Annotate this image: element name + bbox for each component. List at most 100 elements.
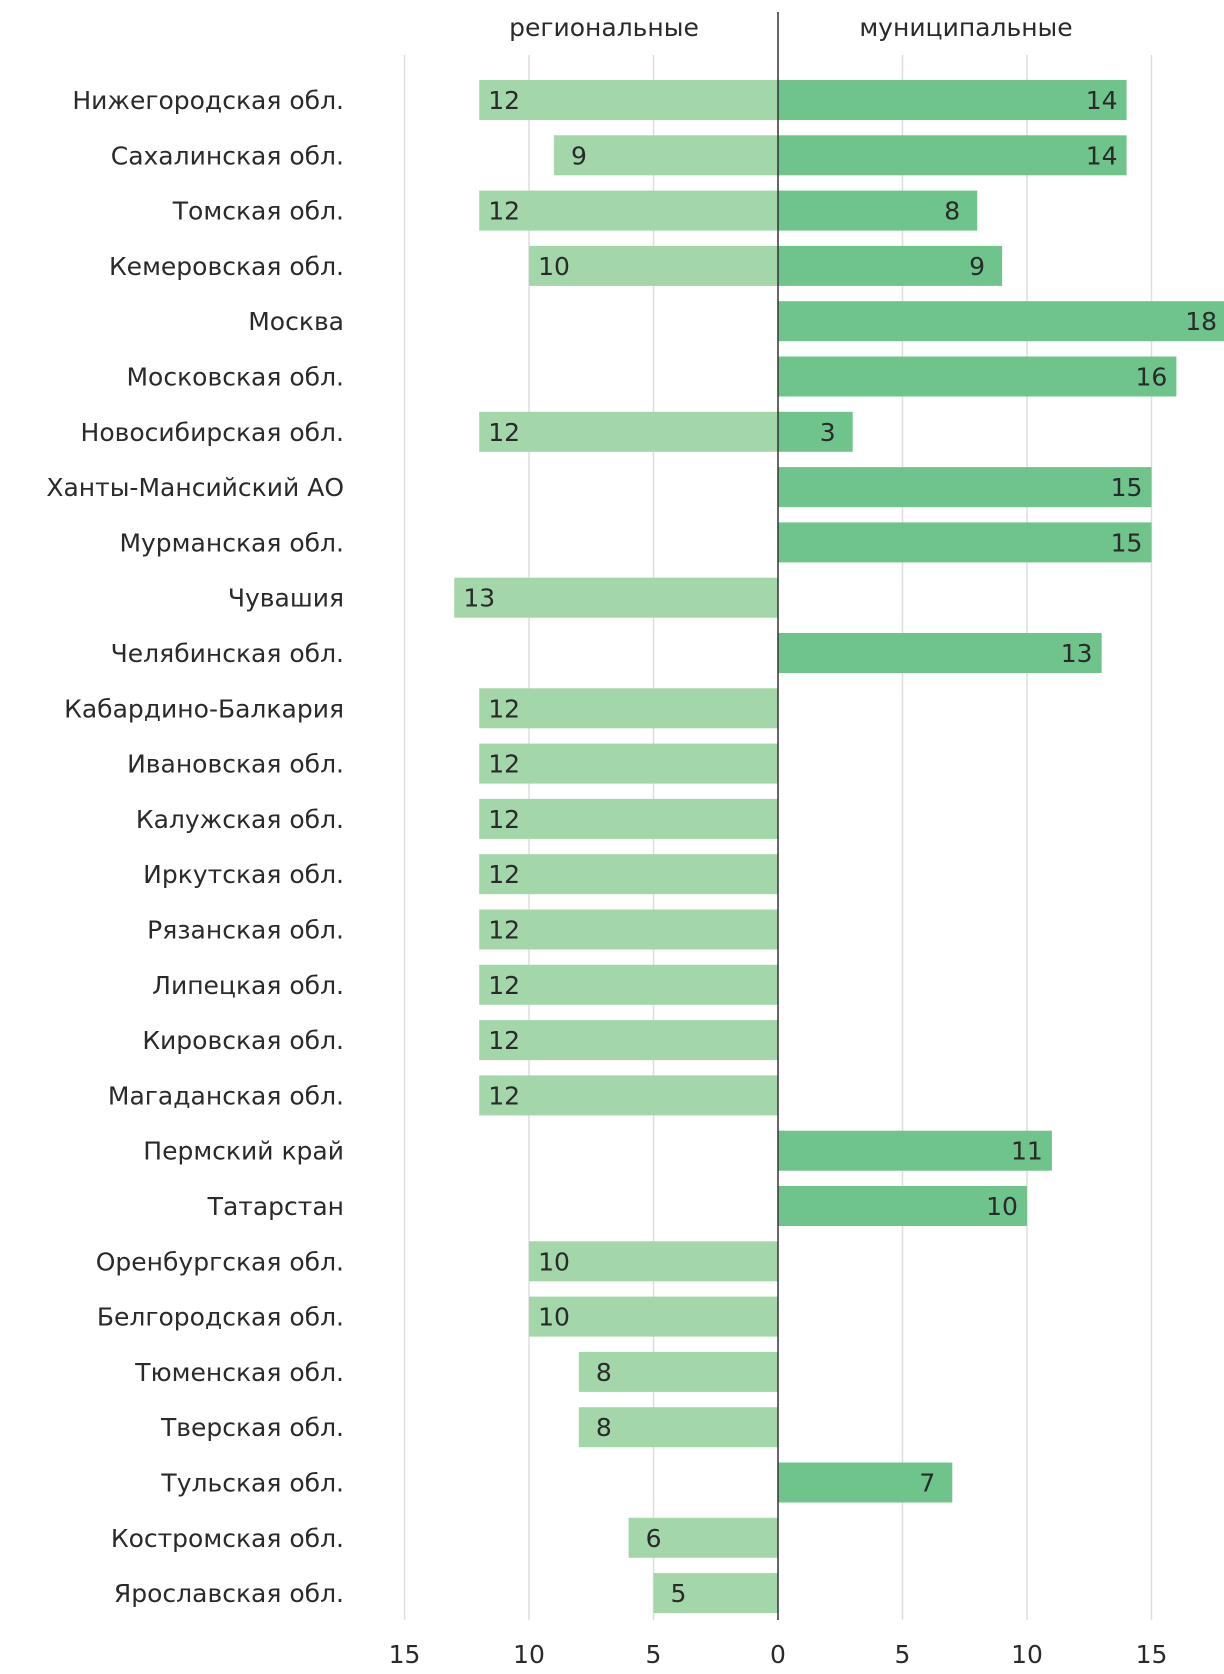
bar-municipal	[778, 1186, 1027, 1226]
category-label: Нижегородская обл.	[72, 86, 344, 115]
x-tick-label: 15	[1136, 1640, 1168, 1669]
value-label-regional: 12	[488, 197, 520, 226]
value-label-municipal: 18	[1185, 307, 1217, 336]
bar-regional	[479, 798, 778, 839]
bar-regional	[529, 1296, 778, 1337]
category-label: Челябинская обл.	[111, 639, 344, 668]
value-label-municipal: 9	[969, 252, 985, 281]
bar-regional	[479, 909, 778, 950]
value-label-regional: 12	[488, 971, 520, 1000]
bar-municipal	[778, 245, 1003, 286]
value-label-regional: 12	[488, 1081, 520, 1110]
x-tick-label: 10	[1011, 1640, 1043, 1669]
bar-regional	[479, 743, 778, 784]
value-label-regional: 5	[671, 1579, 687, 1608]
axis-layer: 15 10 5 0 5 10 15 региональные муниципальные	[389, 12, 1168, 1669]
value-label-regional: 8	[596, 1358, 612, 1387]
labels-layer: Нижегородская обл. 12 14 Сахалинская обл. 9 1…	[46, 86, 1217, 1608]
category-label: Чувашия	[228, 584, 344, 613]
value-label-regional: 10	[538, 1247, 570, 1276]
category-label: Новосибирская обл.	[81, 418, 344, 447]
bar-regional	[529, 245, 778, 286]
category-label: Магаданская обл.	[108, 1081, 344, 1110]
value-label-regional: 12	[488, 750, 520, 779]
category-label: Кемеровская обл.	[109, 252, 344, 281]
category-label: Калужская обл.	[136, 805, 344, 834]
bar-regional	[479, 80, 778, 120]
value-label-municipal: 14	[1086, 86, 1118, 115]
x-tick-label: 5	[895, 1640, 911, 1669]
value-label-regional: 13	[463, 584, 495, 613]
bar-municipal	[778, 190, 978, 231]
value-label-regional: 12	[488, 86, 520, 115]
bar-municipal	[778, 1462, 953, 1503]
bar-municipal	[778, 411, 853, 452]
category-label: Москва	[248, 307, 344, 336]
value-label-municipal: 3	[820, 418, 836, 447]
category-label: Ивановская обл.	[127, 750, 344, 779]
bar-municipal	[778, 522, 1152, 563]
bar-regional	[454, 577, 778, 618]
bar-regional	[479, 1075, 778, 1116]
value-label-regional: 12	[488, 694, 520, 723]
x-tick-label: 15	[389, 1640, 421, 1669]
value-label-municipal: 15	[1111, 528, 1143, 557]
category-label: Иркутская обл.	[143, 860, 344, 889]
value-label-regional: 12	[488, 916, 520, 945]
series-header-municipal: муниципальные	[859, 13, 1072, 42]
category-label: Мурманская обл.	[119, 528, 344, 557]
bar-regional	[578, 1351, 778, 1392]
bar-regional	[578, 1407, 778, 1448]
category-label: Липецкая обл.	[152, 971, 344, 1000]
bar-regional	[479, 854, 778, 895]
category-label: Татарстан	[207, 1192, 344, 1221]
value-label-regional: 10	[538, 252, 570, 281]
category-label: Тюменская обл.	[134, 1358, 344, 1387]
bar-regional	[553, 135, 778, 176]
category-label: Томская обл.	[172, 197, 344, 226]
category-label: Сахалинская обл.	[111, 141, 344, 170]
category-label: Кабардино-Балкария	[64, 694, 344, 723]
category-label: Ханты-Мансийский АО	[46, 473, 344, 502]
bar-regional	[529, 1241, 778, 1282]
category-label: Московская обл.	[126, 363, 344, 392]
bar-regional	[479, 411, 778, 452]
category-label: Оренбургская обл.	[96, 1247, 344, 1276]
value-label-regional: 12	[488, 860, 520, 889]
value-label-municipal: 15	[1111, 473, 1143, 502]
value-label-regional: 8	[596, 1413, 612, 1442]
category-label: Тульская обл.	[160, 1469, 344, 1498]
bar-municipal	[778, 1130, 1052, 1171]
bar-municipal	[778, 80, 1127, 120]
bar-municipal	[778, 135, 1127, 176]
category-label: Тверская обл.	[160, 1413, 344, 1442]
value-label-municipal: 13	[1061, 639, 1093, 668]
value-label-regional: 10	[538, 1303, 570, 1332]
value-label-municipal: 7	[919, 1469, 935, 1498]
x-tick-label: 5	[646, 1640, 662, 1669]
bars-layer	[454, 80, 1224, 1614]
bar-regional	[479, 190, 778, 231]
value-label-municipal: 16	[1135, 363, 1167, 392]
bar-regional	[479, 964, 778, 1005]
category-label: Пермский край	[143, 1137, 344, 1166]
value-label-regional: 6	[646, 1524, 662, 1553]
bar-municipal	[778, 301, 1224, 342]
bar-municipal	[778, 356, 1177, 397]
value-label-regional: 12	[488, 1026, 520, 1055]
value-label-regional: 12	[488, 418, 520, 447]
series-header-regional: региональные	[509, 13, 699, 42]
category-label: Костромская обл.	[111, 1524, 344, 1553]
value-label-regional: 9	[571, 141, 587, 170]
bar-municipal	[778, 633, 1102, 673]
category-label: Белгородская обл.	[97, 1303, 344, 1332]
bar-regional	[653, 1573, 778, 1614]
category-label: Ярославская обл.	[114, 1579, 344, 1608]
value-label-municipal: 10	[986, 1192, 1018, 1221]
bar-regional	[479, 1020, 778, 1061]
x-tick-label: 10	[513, 1640, 545, 1669]
category-label: Рязанская обл.	[147, 916, 344, 945]
value-label-regional: 12	[488, 805, 520, 834]
bar-regional	[628, 1517, 778, 1558]
